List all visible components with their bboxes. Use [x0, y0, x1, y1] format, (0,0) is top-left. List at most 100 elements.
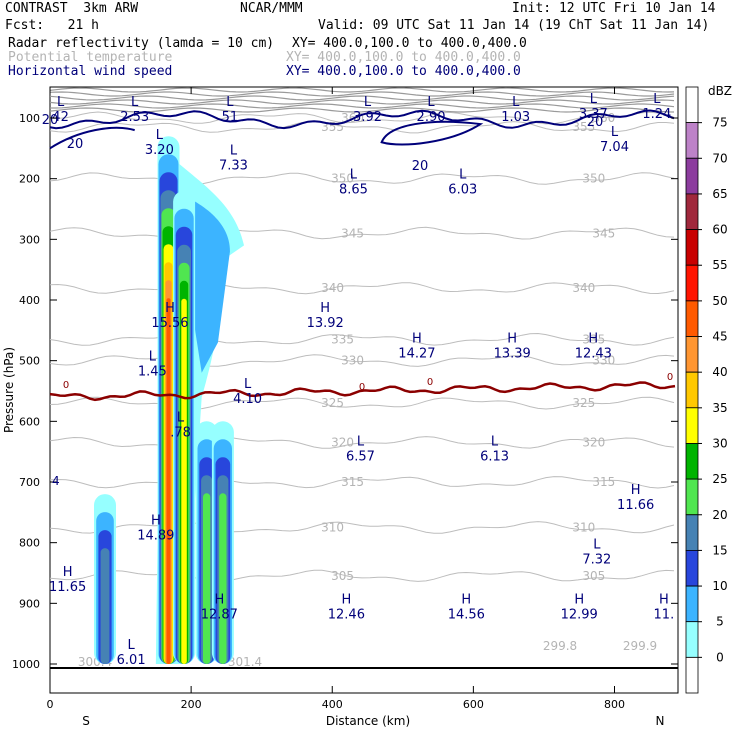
theta-contour-line [49, 120, 675, 134]
theta-contour-label: 355 [572, 120, 595, 134]
hl-marker-letter: L [226, 95, 234, 110]
colorbar-swatch [685, 478, 699, 516]
y-tick-label: 700 [19, 476, 40, 489]
theta-contour-line [49, 172, 675, 186]
colorbar-label: 30 [712, 436, 727, 450]
model-title: CONTRAST 3km ARW [5, 1, 139, 16]
theta-top-band [49, 95, 675, 101]
colorbar-swatch [685, 514, 699, 551]
theta-contour-line [49, 436, 675, 449]
field2-xy: XY= 400.0,100.0 to 400.0,400.0 [286, 50, 521, 65]
theta-contour-label: 325 [572, 396, 595, 410]
colorbar-swatch [685, 621, 699, 658]
theta-contour-line [49, 475, 675, 489]
hl-marker-letter: L [611, 125, 619, 140]
hl-marker-value: 1.03 [501, 110, 530, 125]
colorbar-label: 25 [712, 472, 727, 486]
theta-contour-label: 320 [582, 436, 605, 450]
hl-marker-letter: H [320, 301, 330, 316]
hl-marker-value: 13.92 [307, 316, 344, 331]
theta-contour-label: 345 [592, 226, 615, 240]
forecast-hour: Fcst: 21 h [5, 18, 99, 33]
theta-contour-label: 330 [592, 354, 615, 368]
endpoint-left: S [82, 714, 90, 728]
hl-marker-value: 8.65 [339, 183, 368, 198]
hl-marker-value: 2.53 [120, 110, 149, 125]
colorbar-swatch [685, 371, 699, 409]
theta-contour-label: 325 [321, 396, 344, 410]
hl-marker-value: 7.32 [582, 553, 611, 568]
theta-contour-label: 335 [331, 332, 354, 346]
theta-contour-line [49, 281, 675, 295]
field1-name: Radar reflectivity (lamda = 10 cm) [8, 36, 275, 51]
hl-marker-value: 14.89 [137, 528, 174, 543]
wind-contour-label: 20 [67, 137, 84, 152]
freezing-level-label: 0 [667, 372, 673, 383]
theta-top-band [49, 87, 675, 93]
field1-xy: XY= 400.0,100.0 to 400.0,400.0 [292, 36, 527, 51]
y-tick-label: 900 [19, 597, 40, 610]
side-label: 4 [52, 474, 60, 488]
field2-name: Potential temperature [8, 50, 173, 65]
hl-marker-letter: L [128, 638, 136, 653]
colorbar-label: 0 [716, 650, 724, 664]
colorbar-label: 75 [712, 116, 727, 130]
hl-marker-letter: L [491, 435, 499, 450]
hl-marker-value: 6.13 [480, 450, 509, 465]
colorbar-swatch [685, 229, 699, 266]
hl-marker-value: 7.04 [600, 140, 629, 155]
colorbar-swatch [685, 122, 699, 159]
colorbar-swatch [685, 300, 699, 337]
hl-marker-letter: H [214, 592, 224, 607]
hl-marker-letter: H [461, 592, 471, 607]
colorbar-swatch [685, 657, 699, 694]
hl-marker-value: 42 [52, 110, 69, 125]
colorbar-label: 35 [712, 401, 727, 415]
theta-contour-line [49, 111, 675, 125]
colorbar-label: 70 [712, 151, 727, 165]
colorbar-label: 15 [712, 543, 727, 557]
theta-top-band [49, 99, 675, 105]
hl-marker-value: 7.33 [219, 158, 248, 173]
hl-marker-letter: L [593, 538, 601, 553]
y-tick-label: 600 [19, 415, 40, 428]
hl-marker-value: 12.46 [328, 607, 365, 622]
hl-marker-letter: H [507, 331, 517, 346]
theta-contour-label: 345 [341, 226, 364, 240]
wind-contour-line [49, 126, 135, 150]
hl-marker-letter: L [427, 95, 435, 110]
colorbar-swatch [685, 443, 699, 480]
y-tick-label: 500 [19, 355, 40, 368]
y-tick-label: 300 [19, 233, 40, 246]
x-tick-label: 200 [181, 698, 202, 711]
hl-marker-value: 14.27 [398, 346, 435, 361]
hl-marker-letter: L [364, 95, 372, 110]
hl-marker-value: 4.10 [233, 392, 262, 407]
hl-marker-value: 3.37 [579, 107, 608, 122]
colorbar-label: 50 [712, 294, 727, 308]
colorbar-unit: dBZ [708, 84, 732, 98]
hl-marker-letter: L [350, 168, 358, 183]
theta-contour-label: 315 [592, 475, 615, 489]
hl-marker-letter: H [412, 331, 422, 346]
theta-contour-label: 350 [582, 172, 605, 186]
hl-marker-letter: L [57, 95, 65, 110]
hl-marker-letter: H [63, 565, 73, 580]
org-title: NCAR/MMM [240, 1, 303, 16]
hl-marker-value: 6.57 [346, 450, 375, 465]
wind-contours: 20 20 20 20 [42, 109, 675, 174]
colorbar-label: 45 [712, 330, 727, 344]
wind-contour-loop [380, 120, 484, 146]
hl-marker-value: 6.01 [117, 653, 146, 668]
theta-contour-label: 340 [572, 281, 595, 295]
x-axis-title: Distance (km) [326, 714, 410, 728]
hl-marker-letter: L [653, 92, 661, 107]
y-tick-label: 400 [19, 294, 40, 307]
hl-marker-letter: H [588, 331, 598, 346]
hl-marker-value: 11.66 [617, 498, 654, 513]
theta-top-band [49, 107, 675, 113]
colorbar-label: 20 [712, 508, 727, 522]
theta-top-band [50, 103, 675, 109]
